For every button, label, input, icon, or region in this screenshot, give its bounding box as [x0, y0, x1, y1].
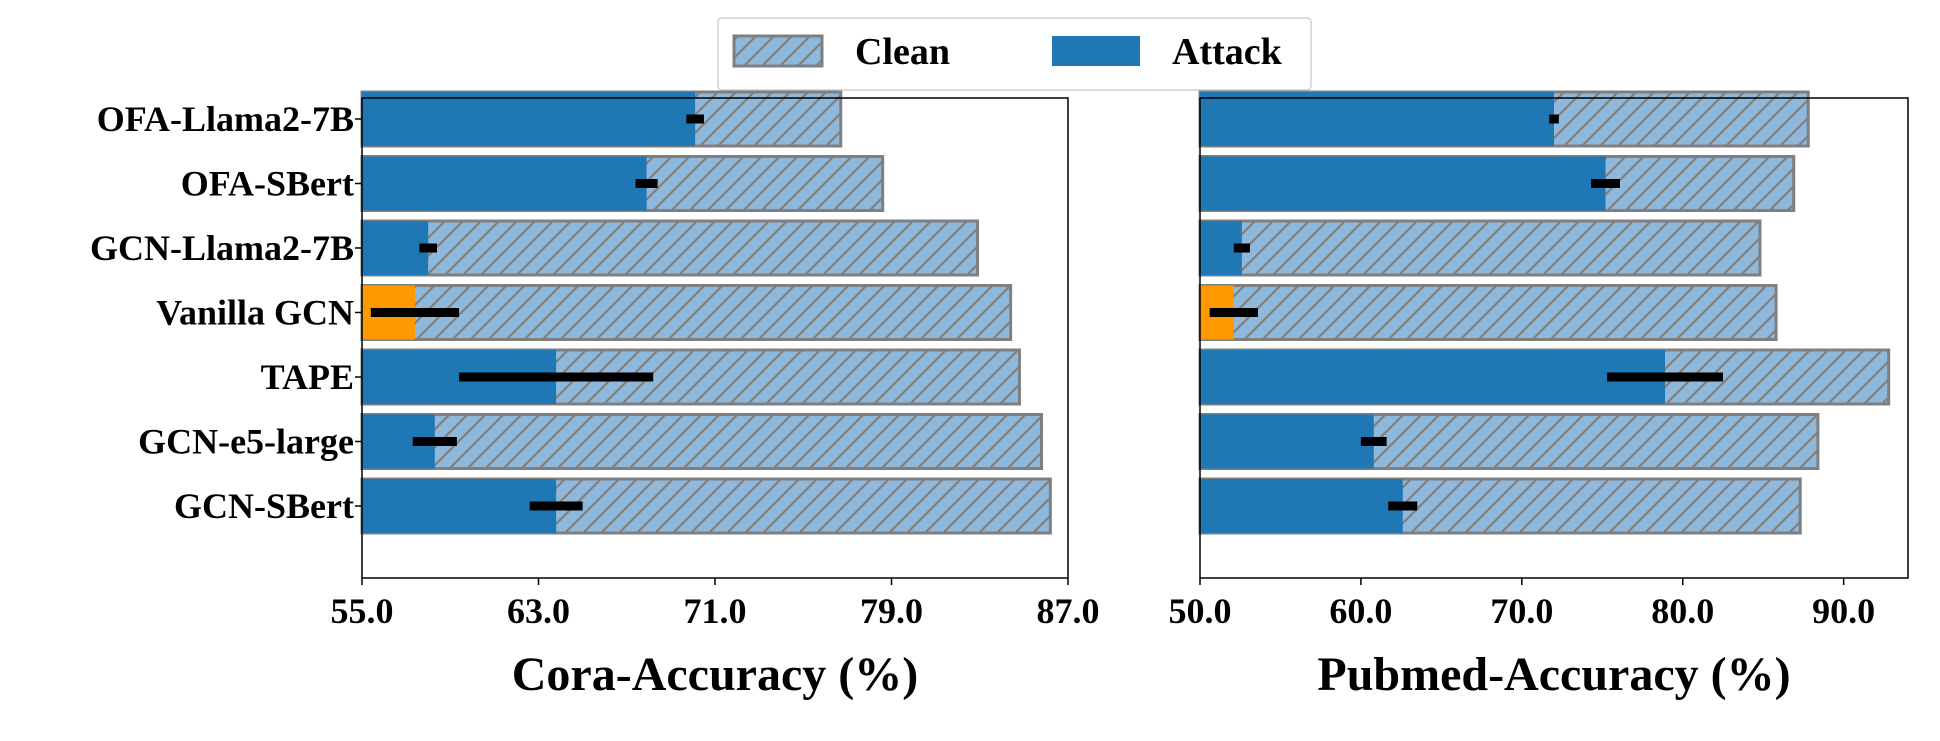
- xtick-label: 80.0: [1651, 591, 1714, 631]
- bar-attack-ofa-sbert: [362, 156, 647, 211]
- xtick-label: 70.0: [1490, 591, 1553, 631]
- bar-attack-ofa-llama2-7b: [1200, 92, 1554, 146]
- bar-attack-tape: [1200, 350, 1666, 404]
- bar-attack-gcn-sbert: [362, 479, 557, 533]
- xtick-label: 55.0: [331, 591, 394, 631]
- legend-swatch-attack: [1052, 36, 1140, 66]
- xtick-label: 79.0: [860, 591, 923, 631]
- category-label-gcn-e5-large: GCN-e5-large: [138, 422, 354, 462]
- bar-attack-ofa-llama2-7b: [362, 92, 696, 146]
- category-label-gcn-sbert: GCN-SBert: [174, 486, 354, 526]
- category-label-gcn-llama2-7b: GCN-Llama2-7B: [90, 228, 354, 268]
- category-label-vanilla-gcn: Vanilla GCN: [156, 293, 354, 333]
- bar-attack-gcn-sbert: [1200, 479, 1403, 533]
- xtick-label: 60.0: [1329, 591, 1392, 631]
- category-label-tape: TAPE: [261, 357, 354, 397]
- category-label-ofa-llama2-7b: OFA-Llama2-7B: [97, 99, 354, 139]
- legend: Clean Attack: [717, 17, 1312, 91]
- legend-label-clean: Clean: [855, 31, 950, 73]
- legend-label-attack: Attack: [1172, 31, 1283, 73]
- bar-attack-gcn-llama2-7b: [362, 221, 429, 275]
- bar-clean-vanilla-gcn: [1198, 284, 1778, 341]
- bar-clean-vanilla-gcn: [360, 284, 1013, 341]
- x-axis-title: Pubmed-Accuracy (%): [1317, 648, 1790, 701]
- x-axis-title: Cora-Accuracy (%): [512, 648, 919, 701]
- xtick-label: 50.0: [1169, 591, 1232, 631]
- legend-frame: [717, 17, 1312, 91]
- bar-attack-ofa-sbert: [1200, 156, 1606, 211]
- xtick-label: 63.0: [507, 591, 570, 631]
- bar-clean-gcn-llama2-7b: [360, 219, 980, 277]
- xtick-label: 71.0: [684, 591, 747, 631]
- bar-clean-gcn-llama2-7b: [1198, 219, 1762, 277]
- cora-panel: OFA-Llama2-7B OFA-SBert GCN-Llama2-7B Vanil…: [90, 90, 1100, 701]
- bar-clean-gcn-e5-large: [360, 413, 1044, 470]
- category-label-ofa-sbert: OFA-SBert: [181, 164, 354, 204]
- legend-swatch-clean: [732, 34, 824, 68]
- pubmed-panel: 50.0 60.0 70.0 80.0 90.0 Pubmed-Accuracy (%): [1169, 90, 1909, 701]
- plot-frame: [1199, 97, 1909, 579]
- bar-attack-gcn-e5-large: [1200, 414, 1374, 469]
- xtick-label: 87.0: [1037, 591, 1100, 631]
- xtick-label: 90.0: [1812, 591, 1875, 631]
